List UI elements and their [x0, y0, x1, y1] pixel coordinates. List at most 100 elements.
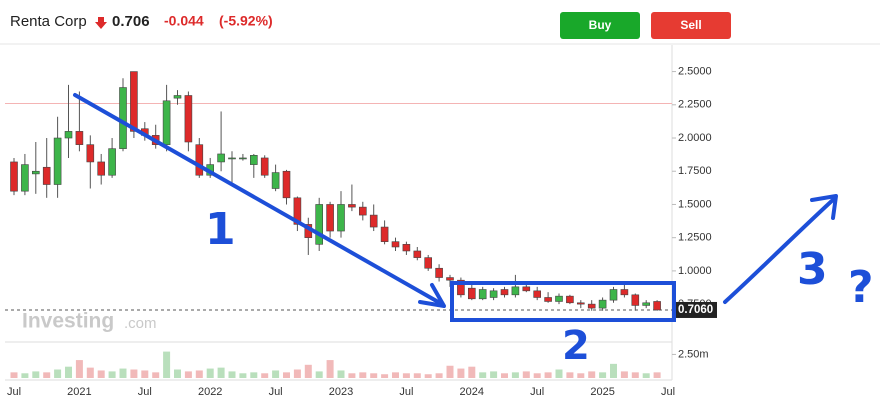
volume-bar	[65, 366, 72, 378]
candle-body	[446, 277, 454, 281]
buy-button[interactable]	[560, 12, 640, 39]
annotation-one: 1	[205, 204, 236, 255]
volume-bar	[479, 372, 487, 378]
candle-body	[282, 170, 291, 199]
volume-bar	[86, 367, 94, 378]
volume-bar	[97, 370, 105, 378]
candle-body	[522, 286, 531, 292]
volume-bar	[468, 366, 476, 378]
candle-body	[86, 144, 95, 163]
candle-body	[489, 290, 498, 298]
breakout-arrow	[723, 196, 837, 304]
volume-bar	[239, 373, 247, 378]
watermark-brand: Investing	[22, 310, 114, 333]
volume-bar	[435, 373, 443, 378]
candle-body	[119, 87, 127, 149]
volume-bar	[337, 370, 345, 378]
candle-body	[239, 157, 247, 160]
trend-arrow-head	[418, 283, 446, 308]
volume-bar	[54, 369, 62, 378]
candle-body	[21, 164, 29, 192]
candle-body	[500, 289, 509, 296]
volume-bar	[163, 351, 171, 378]
candle-body	[108, 148, 116, 176]
volume-bar	[610, 363, 617, 378]
candle-body	[31, 170, 40, 175]
candle-body	[566, 295, 574, 304]
candle-body	[217, 153, 225, 163]
volume-bar	[119, 368, 127, 378]
candle-body	[348, 204, 356, 208]
sell-button[interactable]	[651, 12, 731, 39]
candle-body	[162, 100, 171, 145]
y-tick-label: 2.2500	[678, 99, 712, 111]
x-tick-label: 2024	[460, 386, 484, 398]
candle-body	[271, 172, 280, 189]
volume-bar	[250, 372, 258, 378]
volume-bar	[490, 371, 498, 378]
candle-body	[369, 214, 378, 228]
candle-body	[653, 301, 661, 311]
volume-bar	[141, 370, 149, 378]
volume-bar	[653, 372, 661, 378]
volume-bar	[228, 371, 236, 378]
volume-bar	[522, 371, 530, 378]
x-tick-label: 2025	[590, 386, 614, 398]
x-tick-label: 2021	[67, 386, 91, 398]
x-tick-label: Jul	[530, 386, 544, 398]
annotation-question: ?	[848, 262, 874, 313]
down-arrow-icon	[95, 17, 107, 29]
volume-bar	[130, 369, 138, 378]
last-price-label: 0.7060	[678, 304, 713, 316]
volume-bar	[43, 372, 51, 378]
volume-bar	[620, 371, 628, 378]
volume-bar	[533, 373, 541, 378]
volume-bar	[32, 371, 40, 378]
y-tick-label: 1.2500	[678, 232, 712, 244]
candle-body	[642, 302, 651, 306]
candle-body	[511, 286, 520, 296]
volume-bar	[642, 373, 650, 378]
volume-bar	[392, 372, 399, 378]
candle-body	[380, 226, 389, 242]
candle-body	[326, 204, 334, 232]
x-tick-label: 2023	[329, 386, 353, 398]
volume-bar	[555, 369, 563, 378]
y-tick-label: 1.7500	[678, 165, 712, 177]
candle-body	[75, 131, 84, 145]
buy-label[interactable]: Buy	[589, 18, 612, 32]
candle-body	[260, 157, 269, 176]
candle-body	[228, 157, 236, 160]
volume-bar	[631, 372, 639, 378]
annotations: 1 2 3 ?	[73, 93, 874, 369]
plot: 2.5000 2.2500 2.0000 1.7500 1.5000 1.2500 1.00…	[5, 65, 717, 398]
candle-body	[620, 289, 629, 296]
volume-bar	[283, 372, 290, 378]
candle-body	[609, 289, 618, 301]
candle-body	[391, 241, 400, 248]
candle-body	[457, 279, 465, 296]
candle-body	[424, 257, 433, 269]
candle-body	[533, 290, 542, 298]
volume-bar	[315, 371, 323, 378]
x-tick-label: 2022	[198, 386, 222, 398]
sell-label[interactable]: Sell	[680, 18, 701, 32]
candle-body	[413, 250, 422, 258]
x-tick-label: Jul	[7, 386, 21, 398]
volume-bar	[544, 372, 552, 378]
candle-body	[598, 299, 607, 309]
candle-body	[478, 289, 487, 300]
volume-bar	[370, 373, 378, 378]
x-tick-label: Jul	[661, 386, 675, 398]
candle-body	[184, 95, 193, 143]
volume-bar	[304, 364, 312, 378]
volume-bar	[293, 369, 301, 378]
volume-bar	[348, 373, 356, 378]
volume-bar	[195, 370, 203, 378]
volume-bar	[75, 360, 83, 378]
candle-body	[337, 204, 345, 232]
price-change: -0.044	[164, 13, 204, 29]
x-tick-label: Jul	[138, 386, 152, 398]
volume-bar	[206, 368, 214, 378]
candle-body	[587, 303, 596, 309]
